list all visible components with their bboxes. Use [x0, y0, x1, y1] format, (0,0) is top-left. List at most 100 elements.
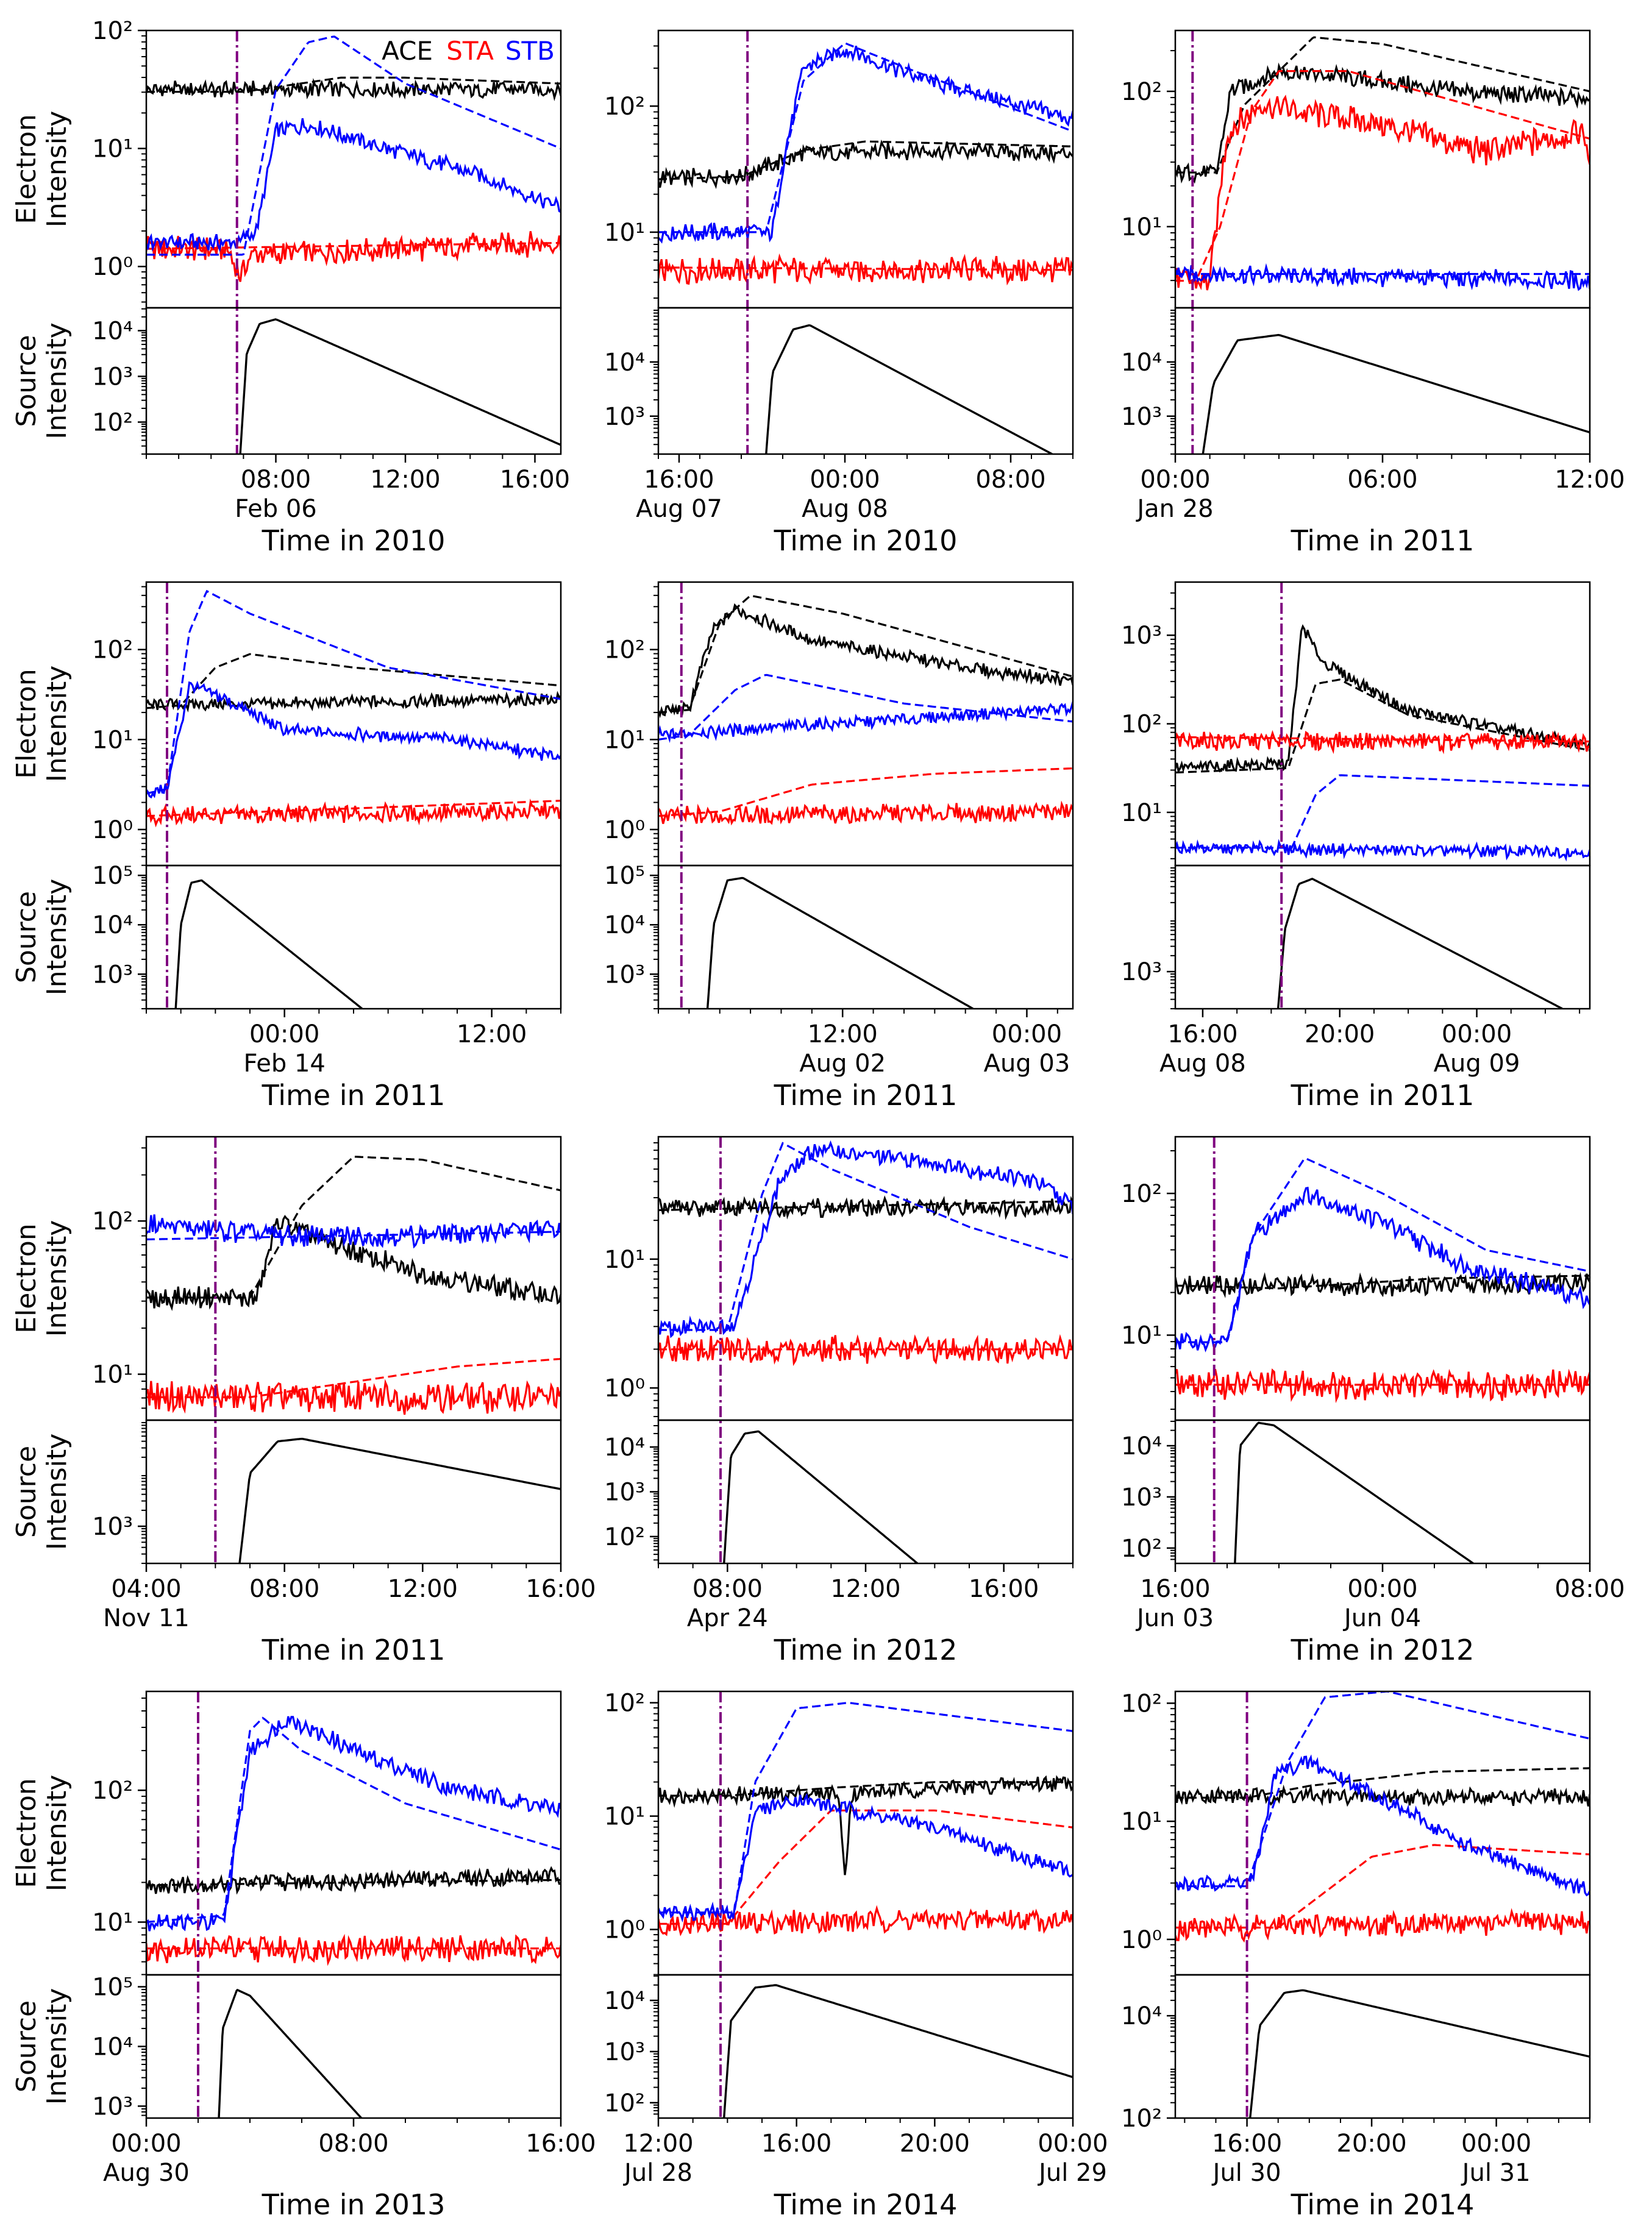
- bottom-frame: [145, 307, 562, 455]
- observed-line-stb: [658, 1793, 1073, 1923]
- x-tick-date: Aug 03: [984, 1050, 1070, 1078]
- top-y-tick-label: 10¹: [604, 726, 645, 754]
- observed-line-sta: [1175, 1368, 1590, 1403]
- x-tick-time: 12:00: [1554, 466, 1625, 494]
- observed-line-ace: [1175, 1271, 1590, 1298]
- x-axis-label: Time in 2011: [262, 1079, 446, 1112]
- model-line-stb: [658, 674, 1073, 741]
- source-curve: [238, 1437, 561, 1563]
- observed-line-stb: [146, 680, 561, 799]
- observed-line-sta: [658, 1905, 1073, 1936]
- x-tick-date: Aug 09: [1434, 1050, 1520, 1078]
- bottom-frame: [1174, 307, 1591, 455]
- x-tick-time: 20:00: [1305, 1020, 1375, 1048]
- x-axis-label: Time in 2011: [262, 1634, 446, 1666]
- electron-intensity-label: ElectronIntensity: [11, 111, 73, 228]
- bottom-frame: [1174, 864, 1591, 1010]
- x-tick-time: 20:00: [1336, 2130, 1406, 2158]
- observed-line-sta: [658, 1334, 1073, 1367]
- electron-intensity-label: ElectronIntensity: [11, 1220, 73, 1337]
- bottom-y-tick-label: 10⁵: [92, 1974, 133, 2002]
- electron-intensity-plot: [658, 1701, 1073, 1936]
- bottom-y-tick-label: 10⁴: [1121, 1432, 1162, 1460]
- electron-intensity-plot: [1175, 1691, 1590, 1943]
- observed-line-ace: [658, 140, 1073, 190]
- legend-sta: STA: [446, 36, 494, 66]
- source-curve: [1276, 877, 1563, 1009]
- x-tick-date: Aug 02: [799, 1050, 886, 1078]
- top-frame: [1174, 581, 1591, 867]
- bottom-y-tick-label: 10⁴: [604, 911, 645, 939]
- source-curve: [723, 1984, 1073, 2118]
- observed-line-sta: [146, 231, 561, 282]
- top-y-tick-label: 10¹: [604, 1803, 645, 1831]
- top-frame: [145, 1136, 562, 1421]
- x-tick-date: Nov 11: [103, 1604, 190, 1632]
- observed-line-stb: [146, 118, 561, 253]
- x-tick-time: 00:00: [992, 1020, 1062, 1048]
- model-line-ace: [146, 653, 561, 709]
- bottom-y-tick-label: 10³: [604, 1479, 645, 1507]
- observed-line-stb: [146, 1716, 561, 1932]
- model-line-stb: [1175, 1157, 1590, 1343]
- top-y-tick-label: 10¹: [1121, 1322, 1162, 1350]
- bottom-y-tick-label: 10⁴: [92, 911, 133, 939]
- x-axis-label: Time in 2011: [774, 1079, 958, 1112]
- model-line-stb: [658, 41, 1073, 233]
- observed-line-ace: [658, 1775, 1073, 1875]
- top-y-tick-label: 10²: [604, 93, 645, 121]
- x-tick-time: 00:00: [1461, 2130, 1531, 2158]
- observed-line-ace: [658, 1195, 1073, 1220]
- top-y-tick-label: 10⁰: [1121, 1926, 1162, 1954]
- x-tick-time: 00:00: [249, 1020, 319, 1048]
- x-tick-time: 08:00: [975, 466, 1045, 494]
- source-intensity-label: SourceIntensity: [11, 1434, 73, 1551]
- x-tick-time: 16:00: [525, 1575, 596, 1603]
- x-tick-time: 16:00: [1167, 1020, 1237, 1048]
- bottom-y-tick-label: 10⁴: [604, 1987, 645, 2015]
- observed-line-ace: [1175, 624, 1590, 773]
- bottom-y-tick-label: 10³: [92, 961, 133, 989]
- bottom-y-tick-label: 10⁴: [1121, 2002, 1162, 2030]
- source-intensity-plot: [238, 1437, 561, 1563]
- observed-line-ace: [146, 1866, 561, 1895]
- x-tick-time: 16:00: [969, 1575, 1039, 1603]
- source-intensity-label: SourceIntensity: [11, 322, 73, 439]
- observed-line-sta: [1175, 730, 1590, 755]
- x-tick-date: Feb 06: [235, 495, 316, 523]
- model-line-ace: [1175, 36, 1590, 174]
- model-line-stb: [1175, 1691, 1590, 1888]
- top-y-tick-label: 10²: [604, 636, 645, 664]
- x-tick-time: 00:00: [810, 466, 880, 494]
- x-tick-time: 00:00: [1347, 1575, 1417, 1603]
- source-intensity-plot: [1276, 877, 1563, 1009]
- x-tick-time: 16:00: [525, 2130, 596, 2158]
- bottom-y-tick-label: 10⁴: [1121, 349, 1162, 377]
- x-tick-time: 12:00: [830, 1575, 900, 1603]
- observed-line-stb: [658, 1140, 1073, 1338]
- source-curve: [765, 324, 1053, 454]
- x-tick-time: 12:00: [457, 1020, 527, 1048]
- top-y-tick-label: 10⁰: [604, 1374, 645, 1402]
- x-axis-label: Time in 2011: [1291, 1079, 1475, 1112]
- source-curve: [174, 879, 363, 1009]
- electron-intensity-plot: [1175, 1157, 1590, 1403]
- source-curve: [723, 1430, 919, 1563]
- observed-line-sta: [146, 1933, 561, 1966]
- observed-line-stb: [1175, 1754, 1590, 1897]
- x-tick-time: 16:00: [500, 466, 570, 494]
- x-tick-date: Feb 14: [243, 1050, 325, 1078]
- observed-line-sta: [1175, 94, 1590, 291]
- source-intensity-plot: [706, 876, 974, 1009]
- observed-line-ace: [146, 78, 561, 102]
- observed-line-stb: [658, 702, 1073, 743]
- observed-line-stb: [1175, 839, 1590, 862]
- source-intensity-plot: [765, 324, 1053, 454]
- x-tick-time: 08:00: [241, 466, 311, 494]
